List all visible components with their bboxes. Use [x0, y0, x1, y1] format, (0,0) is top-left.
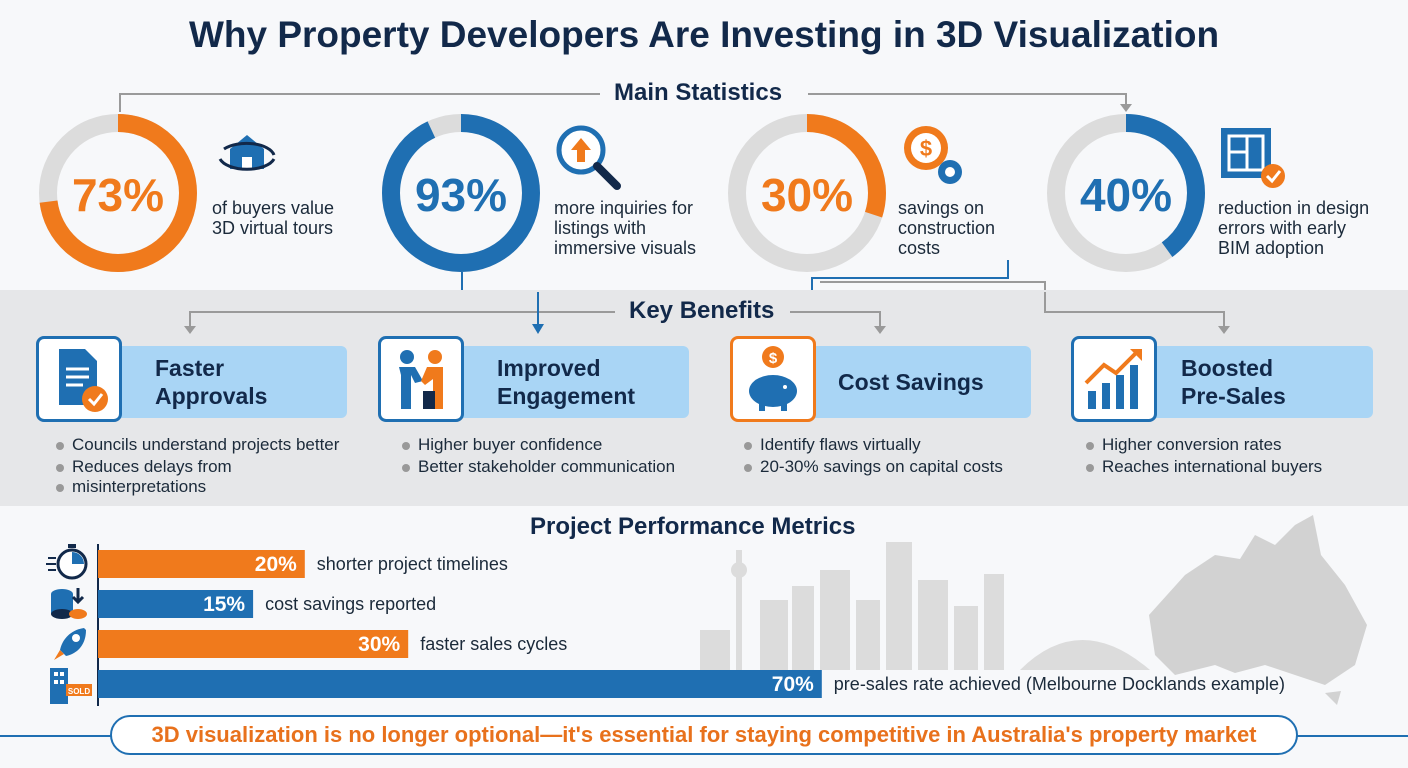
stat-text-bim: reduction in design errors with early BI…: [1218, 198, 1370, 258]
stopwatch-icon: [46, 544, 88, 580]
svg-text:$: $: [920, 136, 932, 161]
bar-category-label: pre-sales rate achieved (Melbourne Dockl…: [834, 674, 1285, 694]
piggy-bank-icon: $: [730, 336, 816, 422]
magnifier-arrow-icon: [556, 125, 621, 190]
benefit-bullets-cost: Identify flaws virtually 20-30% savings …: [744, 434, 1003, 478]
blueprint-check-icon: [1221, 128, 1285, 188]
performance-bar-chart: 20% shorter project timelines 15% cost savi…: [97, 544, 1285, 706]
benefit-title-engagement: Improved Engagement: [497, 355, 636, 409]
key-benefits-heading: Key Benefits: [615, 297, 789, 325]
stat-text-savings: savings on construction costs: [898, 198, 996, 258]
stat-ring-arc: [1047, 114, 1205, 272]
bar-category-label: cost savings reported: [265, 594, 436, 614]
benefit-bullets-approvals: Councils understand projects better Redu…: [56, 434, 339, 498]
stat-ring-arc: [728, 114, 886, 272]
sold-building-icon: SOLD: [50, 668, 92, 704]
benefit-title-approvals: Faster Approvals: [155, 355, 268, 409]
benefit-title-cost: Cost Savings: [838, 369, 984, 395]
bar-category-label: shorter project timelines: [317, 554, 508, 574]
metrics-heading: Project Performance Metrics: [530, 513, 856, 540]
stat-rings: [39, 114, 1205, 272]
svg-text:$: $: [769, 350, 778, 367]
stat-ring-arc: [382, 114, 540, 272]
australia-map-illustration: [1149, 515, 1367, 705]
benefit-connectors: [184, 292, 1230, 334]
bar-value-label: 20%: [255, 553, 297, 576]
coins-icon: [51, 588, 87, 619]
home-360-icon: [218, 135, 276, 171]
benefit-bullets-engagement: Higher buyer confidence Better stakehold…: [402, 434, 675, 478]
document-check-icon: [36, 336, 122, 422]
stat-text-buyers: of buyers value 3D virtual tours: [212, 198, 335, 238]
page-title: Why Property Developers Are Investing in…: [188, 14, 1220, 55]
stat-text-inquiries: more inquiries for listings with immersi…: [554, 198, 697, 258]
stat-value-buyers: 73%: [71, 169, 165, 221]
dollar-gear-icon: $: [904, 126, 962, 184]
rocket-icon: [54, 628, 86, 660]
benefit-bullets-presales: Higher conversion rates Reaches internat…: [1086, 434, 1322, 478]
stat-value-bim: 40%: [1079, 169, 1173, 221]
stat-value-savings: 30%: [760, 169, 854, 221]
benefit-title-presales: Boosted Pre-Sales: [1181, 355, 1286, 409]
city-skyline-illustration: [700, 542, 1150, 670]
bar-3: [98, 670, 822, 698]
bar-category-label: faster sales cycles: [420, 634, 567, 654]
stat-ring-arc: [39, 114, 197, 272]
footer-banner: 3D visualization is no longer optional—i…: [110, 715, 1298, 755]
handshake-icon: [378, 336, 464, 422]
bar-value-label: 70%: [772, 673, 814, 696]
bar-2: [98, 630, 409, 658]
bar-1: [98, 590, 254, 618]
svg-text:SOLD: SOLD: [68, 687, 90, 696]
growth-chart-icon: [1071, 336, 1157, 422]
bar-value-label: 15%: [203, 593, 245, 616]
bar-0: [98, 550, 305, 578]
stat-value-inquiries: 93%: [414, 169, 508, 221]
bar-value-label: 30%: [358, 633, 400, 656]
main-statistics-heading: Main Statistics: [600, 79, 797, 107]
